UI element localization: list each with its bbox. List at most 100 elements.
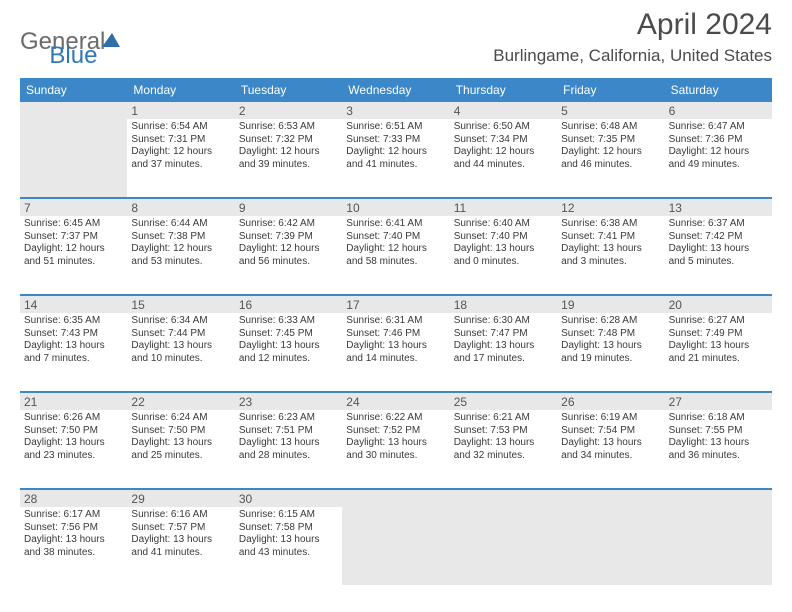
daylight-text: and 51 minutes. (24, 256, 123, 269)
weekday-header: Monday (127, 78, 234, 102)
day-cell: Sunrise: 6:24 AMSunset: 7:50 PMDaylight:… (127, 410, 234, 488)
day-cell: Sunrise: 6:53 AMSunset: 7:32 PMDaylight:… (235, 119, 342, 197)
day-number: 25 (450, 393, 557, 410)
logo: General Blue (20, 14, 97, 70)
sunset-text: Sunset: 7:50 PM (131, 425, 230, 438)
sunrise-text: Sunrise: 6:23 AM (239, 412, 338, 425)
sunrise-text: Sunrise: 6:18 AM (669, 412, 768, 425)
sunrise-text: Sunrise: 6:24 AM (131, 412, 230, 425)
day-number: 20 (665, 296, 772, 313)
location-subtitle: Burlingame, California, United States (493, 46, 772, 66)
sunrise-text: Sunrise: 6:30 AM (454, 315, 553, 328)
sunset-text: Sunset: 7:37 PM (24, 231, 123, 244)
daylight-text: and 46 minutes. (561, 159, 660, 172)
daylight-text: Daylight: 13 hours (346, 437, 445, 450)
daylight-text: and 17 minutes. (454, 353, 553, 366)
sunset-text: Sunset: 7:57 PM (131, 522, 230, 535)
day-cell: Sunrise: 6:27 AMSunset: 7:49 PMDaylight:… (665, 313, 772, 391)
day-cell: Sunrise: 6:19 AMSunset: 7:54 PMDaylight:… (557, 410, 664, 488)
daylight-text: and 21 minutes. (669, 353, 768, 366)
weekday-header: Tuesday (235, 78, 342, 102)
sunrise-text: Sunrise: 6:54 AM (131, 121, 230, 134)
day-number: 4 (450, 102, 557, 119)
daylight-text: and 43 minutes. (239, 547, 338, 560)
daylight-text: and 28 minutes. (239, 450, 338, 463)
weekday-header: Sunday (20, 78, 127, 102)
daylight-text: Daylight: 13 hours (669, 243, 768, 256)
daylight-text: and 10 minutes. (131, 353, 230, 366)
day-number: 23 (235, 393, 342, 410)
day-number: 2 (235, 102, 342, 119)
day-cell: Sunrise: 6:22 AMSunset: 7:52 PMDaylight:… (342, 410, 449, 488)
daylight-text: and 53 minutes. (131, 256, 230, 269)
sunset-text: Sunset: 7:42 PM (669, 231, 768, 244)
page-header: General Blue April 2024 Burlingame, Cali… (20, 8, 772, 70)
day-cell: Sunrise: 6:37 AMSunset: 7:42 PMDaylight:… (665, 216, 772, 294)
sunrise-text: Sunrise: 6:48 AM (561, 121, 660, 134)
day-cell: Sunrise: 6:30 AMSunset: 7:47 PMDaylight:… (450, 313, 557, 391)
sunrise-text: Sunrise: 6:50 AM (454, 121, 553, 134)
week-row: Sunrise: 6:54 AMSunset: 7:31 PM Daylight:… (20, 119, 772, 197)
day-cell: Sunrise: 6:38 AMSunset: 7:41 PMDaylight:… (557, 216, 664, 294)
daylight-text: Daylight: 12 hours (131, 243, 230, 256)
day-number: 27 (665, 393, 772, 410)
daylight-text: Daylight: 12 hours (561, 146, 660, 159)
sunset-text: Sunset: 7:53 PM (454, 425, 553, 438)
daylight-text: and 41 minutes. (131, 547, 230, 560)
sunrise-text: Sunrise: 6:17 AM (24, 509, 123, 522)
day-cell: Sunrise: 6:51 AMSunset: 7:33 PMDaylight:… (342, 119, 449, 197)
day-cell: Sunrise: 6:42 AMSunset: 7:39 PMDaylight:… (235, 216, 342, 294)
day-cell: Sunrise: 6:18 AMSunset: 7:55 PMDaylight:… (665, 410, 772, 488)
day-number-row: 282930 (20, 488, 772, 507)
sunrise-text: Sunrise: 6:53 AM (239, 121, 338, 134)
weekday-header: Thursday (450, 78, 557, 102)
day-number: 22 (127, 393, 234, 410)
sunset-text: Sunset: 7:34 PM (454, 134, 553, 147)
day-number: 12 (557, 199, 664, 216)
empty-cell (342, 507, 449, 585)
week-row: Sunrise: 6:26 AMSunset: 7:50 PMDaylight:… (20, 410, 772, 488)
sunset-text: Sunset: 7:43 PM (24, 328, 123, 341)
day-number: 13 (665, 199, 772, 216)
weekday-header: Friday (557, 78, 664, 102)
daylight-text: Daylight: 13 hours (239, 340, 338, 353)
sunset-text: Sunset: 7:41 PM (561, 231, 660, 244)
daylight-text: and 12 minutes. (239, 353, 338, 366)
day-cell: Sunrise: 6:21 AMSunset: 7:53 PMDaylight:… (450, 410, 557, 488)
daylight-text: Daylight: 13 hours (239, 534, 338, 547)
sunrise-text: Sunrise: 6:44 AM (131, 218, 230, 231)
daylight-text: and 32 minutes. (454, 450, 553, 463)
sunset-text: Sunset: 7:47 PM (454, 328, 553, 341)
day-number: 21 (20, 393, 127, 410)
daylight-text: and 38 minutes. (24, 547, 123, 560)
day-cell: Sunrise: 6:16 AMSunset: 7:57 PMDaylight:… (127, 507, 234, 585)
daylight-text: Daylight: 13 hours (454, 243, 553, 256)
sunset-text: Sunset: 7:54 PM (561, 425, 660, 438)
daylight-text: Daylight: 13 hours (669, 437, 768, 450)
daylight-text: and 44 minutes. (454, 159, 553, 172)
day-number: 16 (235, 296, 342, 313)
sunrise-text: Sunrise: 6:15 AM (239, 509, 338, 522)
daylight-text: and 14 minutes. (346, 353, 445, 366)
day-cell: Sunrise: 6:48 AMSunset: 7:35 PMDaylight:… (557, 119, 664, 197)
daylight-text: Daylight: 13 hours (561, 437, 660, 450)
sunset-text: Sunset: 7:50 PM (24, 425, 123, 438)
daylight-text: Daylight: 13 hours (131, 437, 230, 450)
month-title: April 2024 (493, 8, 772, 42)
sunset-text: Sunset: 7:36 PM (669, 134, 768, 147)
daylight-text: and 34 minutes. (561, 450, 660, 463)
day-cell: Sunrise: 6:40 AMSunset: 7:40 PMDaylight:… (450, 216, 557, 294)
sunset-text: Sunset: 7:32 PM (239, 134, 338, 147)
sunset-text: Sunset: 7:52 PM (346, 425, 445, 438)
sunrise-text: Sunrise: 6:47 AM (669, 121, 768, 134)
day-number: 14 (20, 296, 127, 313)
sunrise-text: Sunrise: 6:22 AM (346, 412, 445, 425)
daylight-text: Daylight: 13 hours (669, 340, 768, 353)
sunset-text: Sunset: 7:31 PM (131, 134, 230, 147)
sunrise-text: Sunrise: 6:37 AM (669, 218, 768, 231)
daylight-text: Daylight: 12 hours (669, 146, 768, 159)
day-cell: Sunrise: 6:35 AMSunset: 7:43 PMDaylight:… (20, 313, 127, 391)
day-number: 3 (342, 102, 449, 119)
day-number (665, 490, 772, 507)
daylight-text: Daylight: 13 hours (24, 534, 123, 547)
